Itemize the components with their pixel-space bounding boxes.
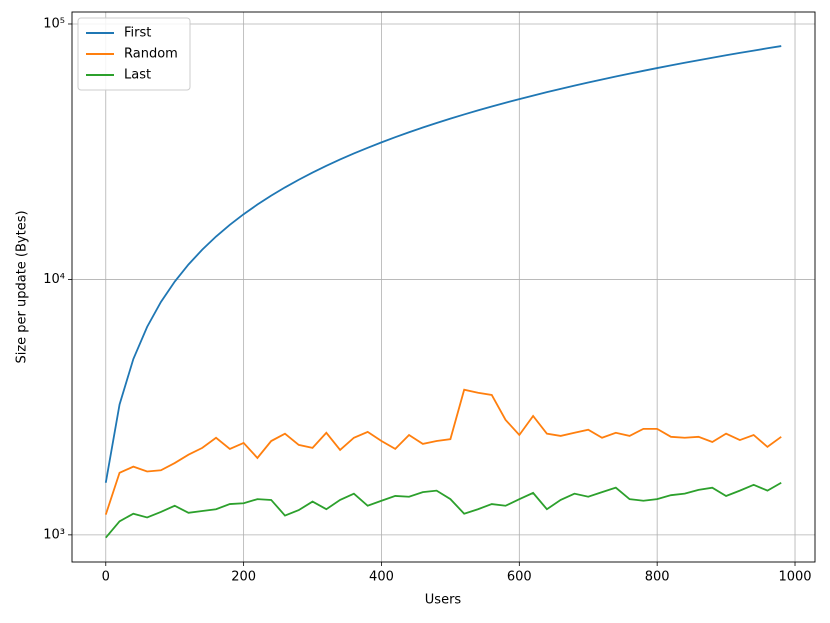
data-line — [104, 388, 782, 515]
legend-label: First — [124, 26, 151, 41]
legend-label: Last — [124, 68, 151, 83]
plot-frame — [71, 11, 816, 563]
x-axis-label: Users — [425, 593, 462, 608]
legend-label: Random — [124, 47, 178, 62]
legend-box — [77, 17, 191, 91]
x-tick-label: 600 — [507, 570, 532, 585]
y-tick-label: 10⁵ — [43, 16, 65, 31]
x-tick-label: 800 — [645, 570, 670, 585]
x-tick-label: 1000 — [778, 570, 811, 585]
y-axis-label: Size per update (Bytes) — [15, 210, 30, 363]
y-tick-label: 10³ — [43, 527, 65, 542]
x-tick-label: 400 — [369, 570, 394, 585]
x-tick-label: 200 — [231, 570, 256, 585]
data-line — [104, 45, 782, 483]
y-tick-label: 10⁴ — [43, 272, 65, 287]
x-tick-label: 0 — [102, 570, 110, 585]
data-line — [105, 481, 782, 539]
